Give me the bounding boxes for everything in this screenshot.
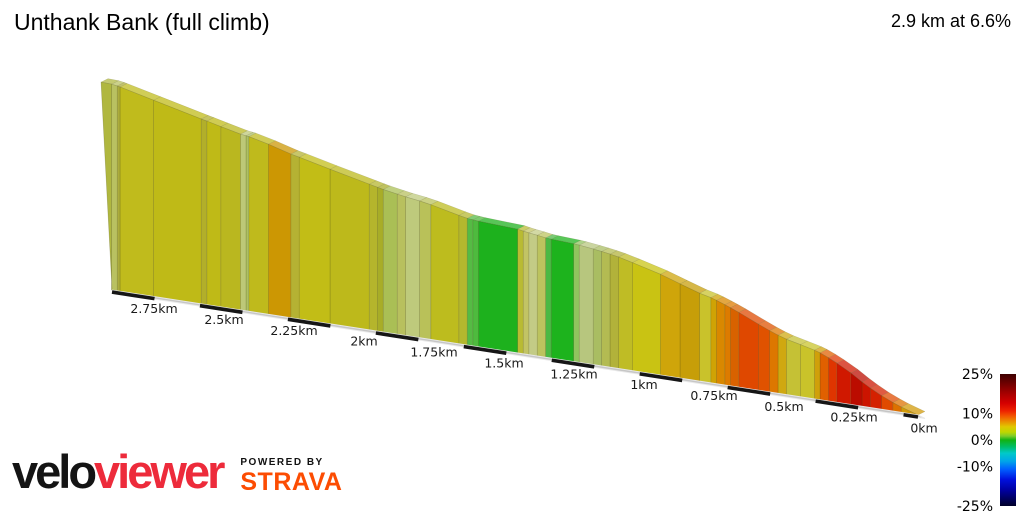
segment-front-face xyxy=(828,357,838,403)
segment-front-face xyxy=(618,256,633,372)
segment-front-face xyxy=(100,81,113,291)
segment-front-face xyxy=(592,248,602,367)
segment-front-face xyxy=(769,330,779,394)
segment-front-face xyxy=(329,168,370,331)
segment-front-face xyxy=(814,349,821,401)
page-title: Unthank Bank (full climb) xyxy=(14,9,270,35)
segment-front-face xyxy=(777,334,787,395)
distance-label: 1.25km xyxy=(550,366,597,381)
segment-front-face xyxy=(268,143,292,319)
segment-front-face xyxy=(377,186,384,333)
segment-front-face xyxy=(573,243,580,363)
segment-front-face xyxy=(153,99,202,305)
segment-front-face xyxy=(396,193,406,336)
segment-front-face xyxy=(298,156,331,325)
segment-front-face xyxy=(550,238,574,362)
segment-front-face xyxy=(609,253,619,369)
strava-logo: STRAVA xyxy=(240,468,343,496)
segment-top-face xyxy=(248,132,277,145)
segment-front-face xyxy=(206,120,222,308)
legend-label: 10% xyxy=(962,407,993,423)
segment-front-face xyxy=(220,126,241,311)
segment-front-face xyxy=(368,183,378,332)
segment-front-face xyxy=(248,136,269,315)
segment-front-face xyxy=(786,338,801,398)
climb-stats: 2.9 km at 6.6% xyxy=(890,11,1011,31)
segment-front-face xyxy=(419,200,432,340)
profile-front-faces xyxy=(100,81,919,416)
segment-front-face xyxy=(111,83,118,292)
segment-front-face xyxy=(200,118,208,306)
distance-label: 1.75km xyxy=(410,345,457,360)
distance-label: 0.75km xyxy=(690,388,737,403)
segment-front-face xyxy=(245,135,250,312)
distance-label: 0.5km xyxy=(764,399,803,414)
segment-front-face xyxy=(528,232,538,357)
distance-label: 1.5km xyxy=(484,355,523,370)
segment-front-face xyxy=(724,304,731,387)
legend-label: -25% xyxy=(957,499,993,512)
segment-front-face xyxy=(517,228,524,355)
branding: veloviewer POWERED BY STRAVA xyxy=(12,444,342,500)
distance-label: 2.75km xyxy=(130,301,177,316)
segment-front-face xyxy=(679,283,700,382)
segment-front-face xyxy=(578,244,594,366)
distance-label: 0.25km xyxy=(830,410,877,425)
segment-front-face xyxy=(699,292,712,384)
segment-front-face xyxy=(478,220,518,354)
segment-front-face xyxy=(116,85,121,292)
segment-top-face xyxy=(100,78,120,85)
segment-front-face xyxy=(240,133,247,312)
segment-front-face xyxy=(382,189,398,335)
veloviewer-logo: veloviewer xyxy=(12,444,225,500)
segment-front-face xyxy=(716,299,726,386)
segment-front-face xyxy=(405,196,420,339)
segment-front-face xyxy=(430,204,460,345)
segment-front-face xyxy=(119,86,154,297)
legend-label: -10% xyxy=(957,459,993,475)
segment-front-face xyxy=(458,214,468,346)
gradient-legend-bar xyxy=(1000,374,1016,506)
distance-label: 1km xyxy=(630,377,657,392)
segment-front-face xyxy=(632,262,661,376)
legend-label: 0% xyxy=(971,433,993,449)
strava-attribution: POWERED BY STRAVA xyxy=(240,457,342,500)
segment-front-face xyxy=(660,273,681,379)
segment-front-face xyxy=(758,323,770,393)
distance-label: 2.5km xyxy=(204,312,243,327)
segment-front-face xyxy=(800,344,815,400)
segment-front-face xyxy=(738,311,759,391)
segment-front-face xyxy=(522,230,530,356)
segment-front-face xyxy=(601,251,611,368)
segment-top-face xyxy=(528,229,545,236)
segment-top-face xyxy=(522,227,537,234)
segment-front-face xyxy=(536,234,546,358)
segment-front-face xyxy=(472,219,479,348)
veloviewer-logo-velo: velo xyxy=(12,445,97,498)
segment-front-face xyxy=(290,153,300,320)
veloviewer-logo-viewer: viewer xyxy=(94,445,225,498)
segment-top-face xyxy=(600,247,618,255)
powered-by-label: POWERED BY xyxy=(240,457,324,468)
segment-front-face xyxy=(466,217,474,347)
segment-front-face xyxy=(819,352,829,402)
segment-front-face xyxy=(545,237,552,359)
distance-label: 2km xyxy=(350,334,377,349)
distance-label: 2.25km xyxy=(270,323,317,338)
profile-top-faces xyxy=(100,78,926,416)
segment-front-face xyxy=(710,297,717,385)
segment-front-face xyxy=(730,307,740,388)
legend-label: 25% xyxy=(962,367,993,383)
distance-label: 0km xyxy=(910,421,937,436)
